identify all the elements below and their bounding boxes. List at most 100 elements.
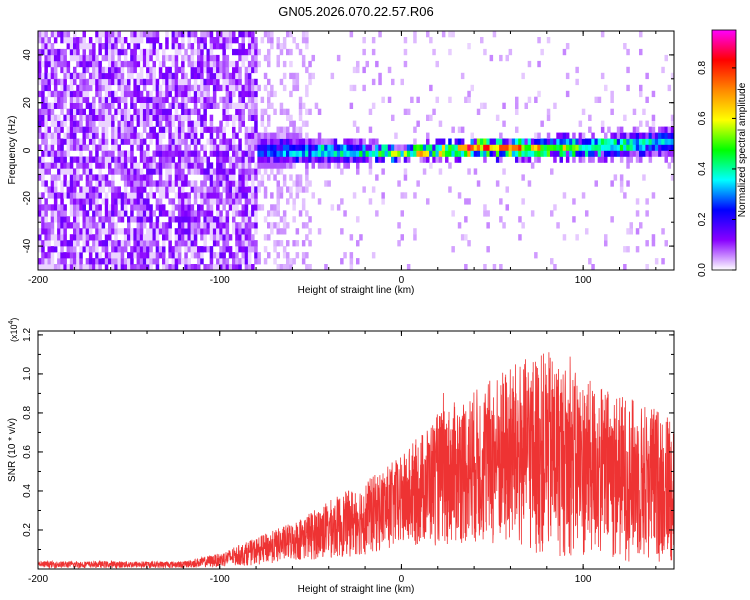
spectrogram-cell <box>69 162 74 169</box>
spectrogram-cell <box>41 240 45 247</box>
spectrogram-cell <box>101 174 106 181</box>
spectrogram-cell <box>301 37 306 44</box>
spectrogram-cell <box>343 210 347 217</box>
spectrogram-cell <box>279 108 284 115</box>
spectrogram-cell <box>174 228 179 235</box>
spectrogram-cell <box>98 228 102 235</box>
spectrogram-cell <box>63 84 67 92</box>
spectrogram-cell <box>142 246 147 253</box>
spectrogram-cell <box>235 60 239 68</box>
spectrogram-cell <box>244 48 249 56</box>
spectrogram-cell <box>165 126 169 133</box>
spectrogram-cell <box>187 246 191 253</box>
spectrogram-cell <box>136 132 141 139</box>
spectrogram-cell <box>114 138 118 145</box>
spectrogram-cell <box>63 234 67 241</box>
spectrogram-cell <box>127 168 131 175</box>
spectrogram-cell <box>610 132 614 139</box>
spectrogram-cell <box>53 180 58 187</box>
spectrogram-cell <box>209 72 214 80</box>
spectrogram-cell <box>305 162 309 169</box>
spectrogram-cell <box>152 222 156 229</box>
spectrogram-cell <box>152 126 156 133</box>
spectrogram-cell <box>635 144 640 151</box>
spectrogram-cell <box>416 180 420 187</box>
spectrogram-cell <box>308 228 312 235</box>
spectrogram-cell <box>44 210 48 217</box>
spectrogram-cell <box>301 222 306 229</box>
spectrogram-cell <box>41 138 45 145</box>
spectrogram-cell <box>120 72 125 80</box>
spectrogram-cell <box>120 210 125 217</box>
spectrogram-cell <box>508 48 513 56</box>
spectrogram-cell <box>305 37 309 44</box>
spectrogram-cell <box>661 228 665 235</box>
spectrogram-cell <box>324 150 328 157</box>
spectrogram-cell <box>212 150 217 157</box>
spectrogram-cell <box>241 60 245 68</box>
spectrogram-cell <box>133 162 137 169</box>
spectrogram-cell <box>57 216 61 223</box>
spectrogram-cell <box>219 120 223 127</box>
spectrogram-cell <box>174 168 179 175</box>
spectrogram-cell <box>95 234 99 241</box>
spectrogram-cell <box>225 228 230 235</box>
spectrogram-cell <box>607 138 611 145</box>
spectrogram-cell <box>171 54 176 62</box>
spectrogram-cell <box>69 222 74 229</box>
spectrogram-cell <box>73 228 77 235</box>
spectrogram-cell <box>238 48 242 56</box>
spectrogram-cell <box>270 210 274 217</box>
spectrogram-cell <box>60 240 64 247</box>
spectrogram-cell <box>142 138 147 145</box>
spectrogram-cell <box>50 114 55 121</box>
spectrogram-cell <box>85 54 90 62</box>
spectrogram-cell <box>244 150 249 157</box>
spectrogram-cell <box>168 66 172 74</box>
spectrogram-cell <box>209 37 214 44</box>
spectrogram-cell <box>521 222 525 229</box>
spectrogram-cell <box>244 240 249 247</box>
spectrogram-cell <box>235 258 239 265</box>
spectrogram-cell <box>298 132 303 139</box>
spectrogram-cell <box>101 246 106 253</box>
spectrogram-cell <box>639 156 643 163</box>
spectrogram-cell <box>133 174 137 181</box>
spectrogram-cell <box>225 102 230 109</box>
spectrogram-cell <box>247 96 252 103</box>
spectrogram-cell <box>155 180 160 187</box>
spectrogram-cell <box>158 204 163 211</box>
spectrogram-cell <box>499 138 503 145</box>
spectrogram-cell <box>38 264 42 270</box>
spectrogram-cell <box>136 258 141 265</box>
spectrogram-cell <box>604 150 608 157</box>
spectrogram-cell <box>597 144 602 151</box>
spectrogram-cell <box>480 37 484 44</box>
spectrogram-cell <box>222 126 226 133</box>
spectrogram-cell <box>88 228 93 235</box>
spectrogram-cell <box>216 174 220 181</box>
spectrogram-cell <box>88 114 93 121</box>
spectrogram-cell <box>181 132 185 139</box>
spectrogram-cell <box>480 102 484 109</box>
spectrogram-cell <box>200 126 204 133</box>
spectrogram-cell <box>486 144 490 151</box>
spectrogram-cell <box>85 60 90 68</box>
spectrogram-cell <box>63 156 67 163</box>
spectrogram-cell <box>203 168 207 175</box>
spectrogram-cell <box>53 246 58 253</box>
spectrogram-cell <box>190 31 195 38</box>
spectrogram-cell <box>216 126 220 133</box>
spectrogram-cell <box>190 168 195 175</box>
spectrogram-cell <box>57 126 61 133</box>
spectrogram-cell <box>648 132 653 139</box>
spectrogram-cell <box>324 144 328 151</box>
spectrogram-cell <box>244 264 249 270</box>
spectrogram-cell <box>44 264 48 270</box>
spectrogram-cell <box>375 174 379 181</box>
spectrogram-cell <box>416 150 420 157</box>
spectrogram-cell <box>257 48 261 56</box>
spectrogram-cell <box>502 168 506 175</box>
spectrogram-cell <box>330 156 335 163</box>
spectrogram-cell <box>658 150 662 157</box>
